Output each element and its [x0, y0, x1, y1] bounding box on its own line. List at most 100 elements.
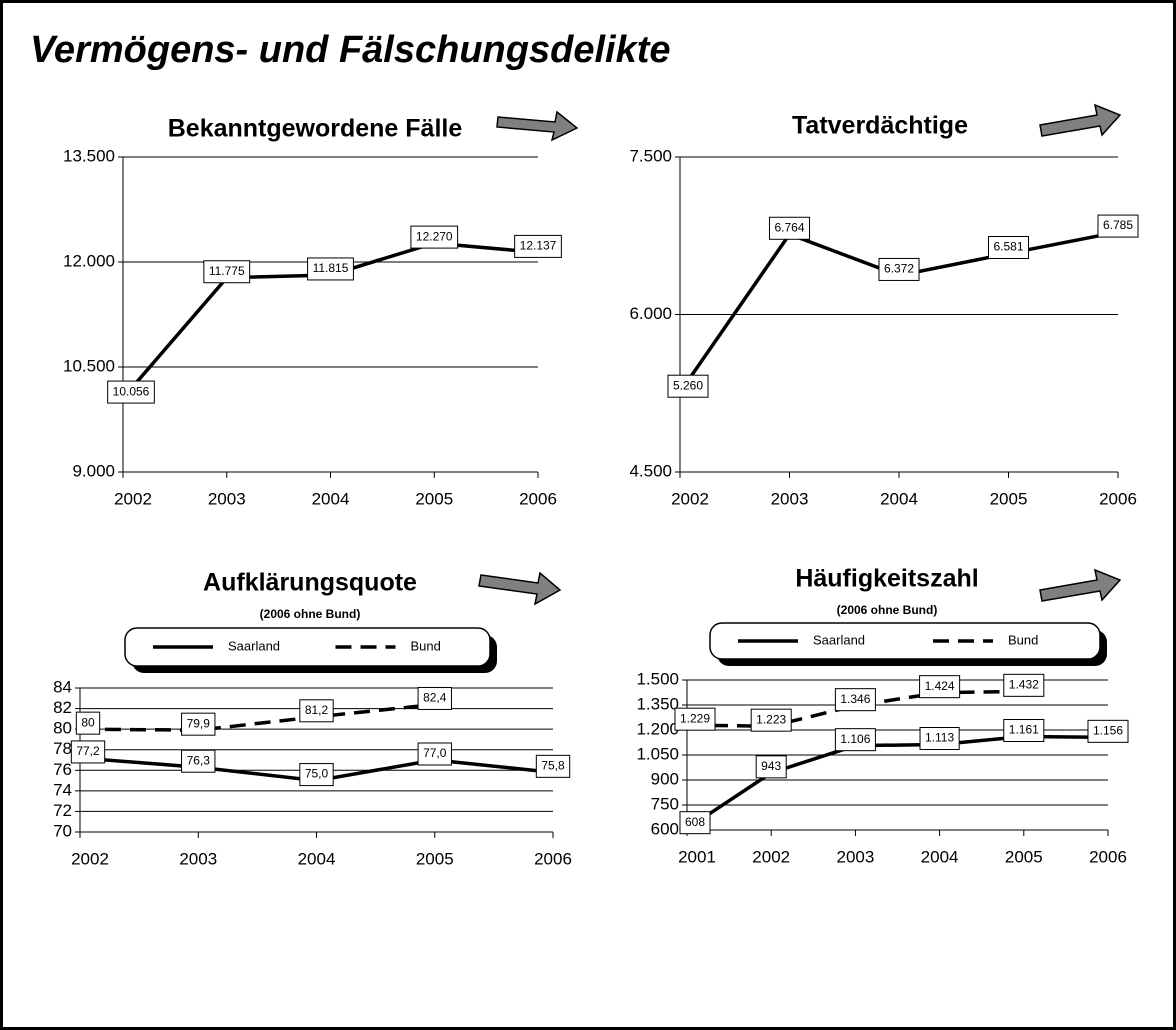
value-label-box — [203, 260, 251, 284]
legend — [124, 627, 491, 667]
value-label: 11.815 — [313, 261, 349, 275]
y-tick-label: 70 — [53, 821, 72, 840]
y-tick-label: 84 — [53, 677, 72, 696]
value-label: 11.775 — [209, 264, 245, 278]
chart-subtitle: (2006 ohne Bund) — [260, 607, 361, 621]
value-label: 1.106 — [840, 732, 870, 746]
x-tick-label: 2002 — [71, 849, 109, 868]
value-label-box — [514, 234, 562, 258]
value-label-box — [834, 688, 876, 712]
value-label-box — [75, 711, 101, 735]
x-tick-label: 2001 — [678, 847, 716, 866]
value-label-box — [70, 740, 106, 764]
value-label-box — [417, 686, 452, 710]
x-tick-label: 2006 — [519, 489, 557, 508]
y-tick-label: 4.500 — [629, 461, 672, 480]
y-tick-label: 72 — [53, 801, 72, 820]
chart-title: Tatverdächtige — [792, 112, 968, 140]
value-label-box — [1003, 719, 1045, 742]
value-label: 943 — [761, 759, 781, 773]
value-label-box — [1003, 673, 1045, 697]
value-label: 6.372 — [884, 262, 914, 276]
chart-subtitle: (2006 ohne Bund) — [837, 603, 938, 617]
value-label: 6.581 — [993, 240, 1023, 254]
value-label: 6.785 — [1103, 218, 1133, 232]
value-label-box — [299, 699, 334, 723]
y-tick-label: 13.500 — [63, 146, 115, 165]
value-label: 10.056 — [113, 384, 150, 398]
value-label-box — [987, 235, 1030, 259]
trend-arrows — [478, 103, 1122, 606]
value-label-box — [667, 374, 709, 398]
y-tick-label: 600 — [651, 819, 679, 838]
x-tick-label: 2003 — [208, 489, 246, 508]
trend-arrow — [1039, 103, 1122, 137]
legend-label: Saarland — [228, 638, 280, 653]
legend-label: Bund — [411, 638, 441, 653]
legend-label: Saarland — [813, 632, 865, 647]
value-label-box — [1097, 214, 1139, 238]
y-tick-label: 750 — [651, 794, 679, 813]
x-tick-label: 2005 — [1005, 847, 1043, 866]
value-label-box — [878, 257, 920, 281]
trend-arrow — [1039, 568, 1122, 602]
value-label-box — [1087, 719, 1129, 743]
value-label-box — [834, 728, 876, 752]
line — [686, 689, 1024, 728]
chart-title: Bekanntgewordene Fälle — [168, 115, 463, 143]
y-tick-label: 7.500 — [629, 146, 672, 165]
x-tick-label: 2003 — [836, 847, 874, 866]
value-label: 12.137 — [520, 239, 557, 253]
value-label-box — [181, 749, 216, 773]
value-label: 80 — [81, 715, 95, 729]
value-label-box — [750, 708, 792, 732]
value-label: 81,2 — [305, 703, 329, 717]
legend-label: Bund — [1008, 632, 1038, 647]
x-tick-label: 2002 — [114, 489, 152, 508]
y-tick-label: 76 — [53, 760, 72, 779]
value-label-box — [755, 755, 787, 779]
value-label: 1.113 — [925, 731, 954, 745]
value-label: 1.229 — [680, 711, 710, 725]
x-tick-label: 2004 — [312, 489, 350, 508]
x-tick-label: 2004 — [298, 849, 336, 868]
value-label-box — [107, 380, 155, 404]
value-label: 12.270 — [416, 229, 453, 243]
legend — [709, 622, 1101, 660]
trend-arrow — [478, 571, 562, 606]
value-label: 1.161 — [1009, 723, 1039, 737]
value-label: 79,9 — [187, 716, 211, 730]
value-label: 77,2 — [76, 744, 100, 758]
y-tick-label: 10.500 — [63, 356, 115, 375]
y-tick-label: 900 — [651, 769, 679, 788]
x-tick-label: 2004 — [921, 847, 959, 866]
value-label-box — [299, 763, 334, 787]
value-label-box — [417, 742, 452, 766]
y-tick-label: 1.500 — [636, 669, 679, 688]
value-label: 6.764 — [774, 220, 804, 234]
value-label-box — [535, 754, 571, 778]
chart-title: Häufigkeitszahl — [795, 565, 978, 593]
y-tick-label: 6.000 — [629, 304, 672, 323]
x-tick-label: 2006 — [1089, 847, 1127, 866]
value-label-box — [919, 675, 961, 699]
chart-title: Aufklärungsquote — [203, 569, 417, 597]
value-label-box — [679, 811, 711, 835]
y-tick-label: 80 — [53, 719, 72, 738]
value-label-box — [181, 712, 216, 736]
x-tick-label: 2005 — [415, 489, 453, 508]
value-label-box — [768, 216, 811, 240]
value-label: 1.156 — [1093, 724, 1123, 738]
x-tick-label: 2005 — [990, 489, 1028, 508]
y-tick-label: 1.200 — [636, 719, 679, 738]
value-label-box — [919, 727, 960, 750]
y-tick-label: 74 — [53, 780, 72, 799]
value-label: 5.260 — [673, 378, 703, 392]
trend-arrow — [496, 110, 579, 142]
value-label: 77,0 — [423, 746, 447, 760]
x-tick-label: 2006 — [1099, 489, 1137, 508]
x-tick-label: 2002 — [752, 847, 790, 866]
x-tick-label: 2005 — [416, 849, 454, 868]
